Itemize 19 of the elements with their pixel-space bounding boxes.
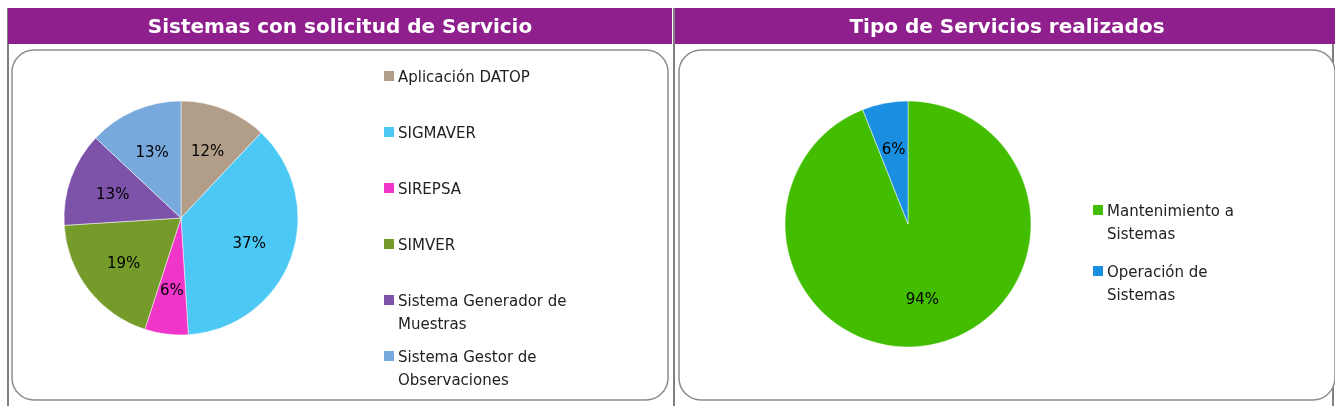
legend-label: Sistema Generador de Muestras (398, 292, 567, 334)
legend-label: SIREPSA (398, 180, 462, 199)
legend-label: Sistema Gestor de Observaciones (398, 348, 537, 390)
pie-slice (784, 100, 1032, 348)
data-label: 13% (96, 184, 130, 203)
data-label: 94% (905, 290, 939, 309)
chart-title: Tipo de Servicios realizados (849, 14, 1165, 38)
legend-label: SIMVER (398, 236, 456, 255)
data-label: 13% (135, 142, 169, 161)
data-label: 12% (191, 141, 225, 160)
legend-label: Operación de Sistemas (1107, 263, 1208, 305)
legend-label: Mantenimiento a Sistemas (1107, 202, 1234, 244)
legend-label: Aplicación DATOP (398, 68, 530, 87)
data-label: 37% (232, 233, 266, 252)
data-label: 6% (160, 281, 184, 300)
chart-title: Sistemas con solicitud de Servicio (147, 14, 533, 38)
data-label: 19% (107, 253, 141, 272)
data-label: 6% (881, 140, 906, 159)
legend-label: SIGMAVER (398, 124, 476, 143)
